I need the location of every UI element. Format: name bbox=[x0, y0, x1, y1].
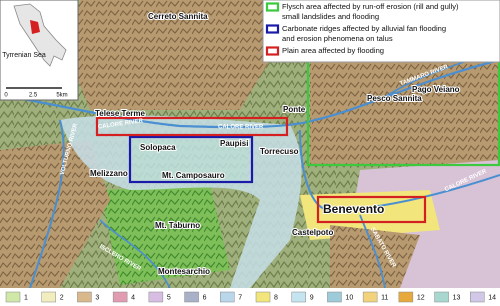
legend-number: 14 bbox=[488, 294, 496, 301]
benevento-frame bbox=[316, 195, 427, 224]
legend-text: small landslides and flooding bbox=[282, 12, 379, 21]
legend-swatch bbox=[265, 46, 280, 56]
legend-text: Plain area affected by flooding bbox=[282, 46, 384, 55]
legend-number: 9 bbox=[310, 294, 314, 301]
place-label: Solopaca bbox=[140, 143, 176, 152]
place-label: Telese Terme bbox=[95, 109, 146, 118]
legend-swatch bbox=[398, 291, 414, 303]
scale-label: 0 bbox=[4, 93, 8, 99]
bottom-legend: 1 2 3 4 5 6 7 8 9 10 11 12 13 14 bbox=[0, 288, 500, 306]
legend-box bbox=[262, 0, 500, 63]
plain-frame bbox=[95, 116, 289, 137]
sea-label: Tyrrenian Sea bbox=[2, 52, 46, 59]
legend-swatch bbox=[265, 2, 280, 12]
legend-swatch bbox=[220, 291, 235, 303]
legend-number: 4 bbox=[131, 294, 135, 301]
legend-number: 7 bbox=[238, 294, 242, 301]
legend-swatch bbox=[184, 291, 199, 303]
mountain-label: Mt. Camposauro bbox=[162, 171, 225, 180]
place-label: Melizzano bbox=[90, 169, 128, 178]
legend-number: 10 bbox=[345, 294, 353, 301]
legend-swatch bbox=[77, 291, 92, 303]
legend-number: 5 bbox=[167, 294, 171, 301]
place-label: Pesco Sannita bbox=[367, 94, 422, 103]
legend-swatch bbox=[362, 291, 378, 303]
legend-number: 2 bbox=[60, 294, 64, 301]
legend-number: 3 bbox=[95, 294, 99, 301]
inset-map: Tyrrenian Sea 0 2.5 5km bbox=[0, 0, 79, 101]
legend-number: 1 bbox=[24, 294, 28, 301]
legend-swatch bbox=[112, 291, 128, 303]
legend-swatch bbox=[265, 24, 280, 34]
place-label: Paupisi bbox=[220, 139, 248, 148]
legend-swatch bbox=[148, 291, 164, 303]
bottom-legend-strip bbox=[0, 288, 500, 306]
legend-swatch bbox=[255, 291, 271, 303]
italy-shape bbox=[13, 3, 67, 67]
study-region bbox=[30, 20, 40, 34]
legend-number: 13 bbox=[453, 294, 461, 301]
legend-number: 6 bbox=[203, 294, 207, 301]
legend-number: 12 bbox=[417, 294, 425, 301]
legend: Flysch area affected by run-off erosion … bbox=[262, 0, 500, 63]
legend-text: Flysch area affected by run-off erosion … bbox=[282, 2, 459, 11]
place-label: Montesarchio bbox=[158, 267, 210, 276]
legend-swatch bbox=[41, 291, 56, 303]
legend-swatch bbox=[5, 291, 21, 303]
scale-label: 2.5 bbox=[29, 93, 38, 99]
river-label: CALORE RIVER bbox=[218, 125, 264, 131]
legend-number: 8 bbox=[274, 294, 278, 301]
scale-label: 5km bbox=[56, 93, 67, 99]
place-label: Cerreto Sannita bbox=[148, 12, 208, 21]
place-label: Castelpoto bbox=[292, 228, 333, 237]
legend-swatch bbox=[434, 291, 449, 303]
legend-number: 11 bbox=[381, 294, 388, 301]
place-labels: Cerreto Sannita Pesco Sannita Pago Veian… bbox=[89, 11, 461, 277]
mountain-label: Mt. Taburno bbox=[155, 221, 200, 230]
legend-swatch bbox=[327, 291, 342, 303]
legend-swatch bbox=[470, 291, 485, 303]
place-label: Ponte bbox=[283, 105, 306, 114]
legend-text: Carbonate ridges affected by alluvial fa… bbox=[282, 24, 446, 33]
legend-swatch bbox=[291, 291, 306, 303]
legend-text: and erosion phenomena on talus bbox=[282, 34, 393, 43]
highlight-place: Benevento bbox=[323, 202, 384, 216]
place-label: Pago Veiano bbox=[412, 85, 460, 94]
carbonate-frame bbox=[128, 135, 254, 184]
place-label: Torrecuso bbox=[260, 147, 299, 156]
